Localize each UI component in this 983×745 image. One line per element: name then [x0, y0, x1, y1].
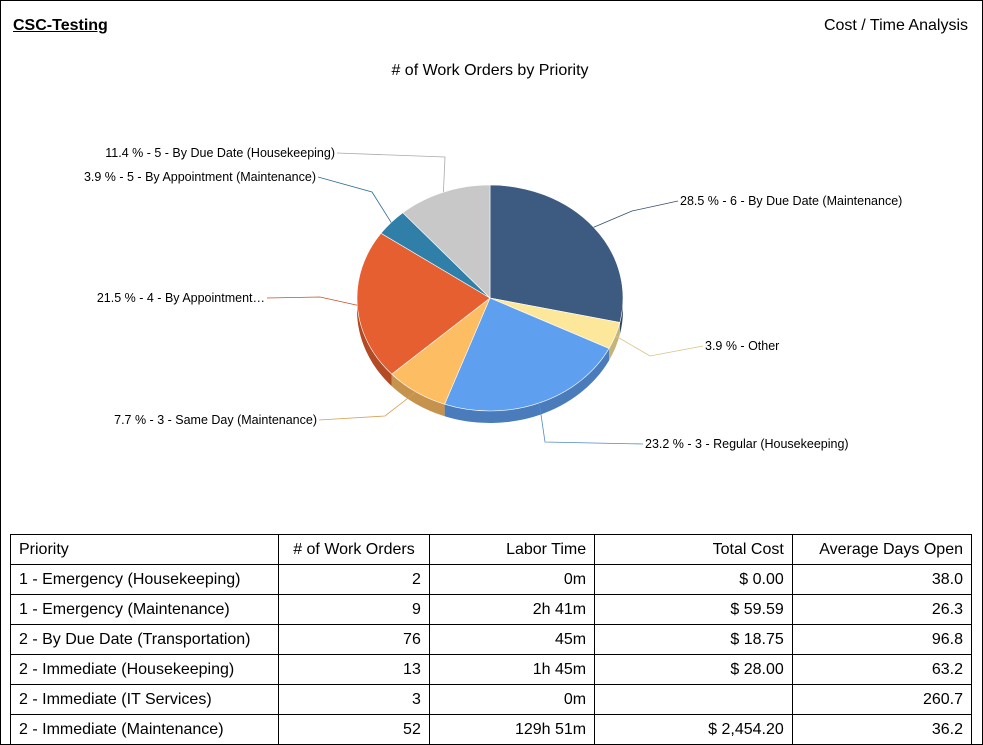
pie-leader-line	[593, 200, 679, 228]
pie-slice-side	[357, 298, 392, 387]
pie-slice-label: 7.7 % - 3 - Same Day (Maintenance)	[114, 413, 317, 427]
header-labor-time: Labor Time	[428, 534, 596, 565]
header-total-cost: Total Cost	[594, 534, 793, 565]
table-row: 1 - Emergency (Housekeeping) 2 0m $ 0.00…	[9, 564, 973, 595]
cell-total-cost: $ 2,454.20	[594, 714, 793, 745]
pie-slices	[356, 184, 624, 412]
priority-table: Priority # of Work Orders Labor Time Tot…	[9, 534, 973, 745]
pie-slice-label: 23.2 % - 3 - Regular (Housekeeping)	[645, 437, 849, 451]
cell-work-orders: 52	[278, 714, 430, 745]
cell-total-cost: $ 59.59	[594, 594, 793, 625]
cell-priority: 2 - Immediate (IT Services)	[9, 684, 280, 715]
cell-work-orders: 13	[278, 654, 430, 685]
pie-leader-line	[318, 391, 417, 421]
header-priority: Priority	[9, 534, 280, 565]
pie-slice-label: 3.9 % - Other	[705, 339, 779, 353]
pie-labels: 28.5 % - 6 - By Due Date (Maintenance) 3.…	[84, 146, 902, 451]
table-row: 2 - Immediate (IT Services) 3 0m 260.7	[9, 684, 973, 715]
cell-work-orders: 2	[278, 564, 430, 595]
pie-leader-line	[336, 152, 446, 193]
cell-labor-time: 2h 41m	[428, 594, 596, 625]
cell-total-cost: $ 28.00	[594, 654, 793, 685]
pie-slice-label: 28.5 % - 6 - By Due Date (Maintenance)	[680, 194, 902, 208]
cell-average-days-open: 38.0	[791, 564, 973, 595]
cell-average-days-open: 63.2	[791, 654, 973, 685]
cell-labor-time: 129h 51m	[428, 714, 596, 745]
report-title: Cost / Time Analysis	[823, 17, 968, 34]
table-row: 2 - Immediate (Maintenance) 52 129h 51m …	[9, 714, 973, 745]
pie-leader-line	[538, 402, 644, 445]
cell-work-orders: 3	[278, 684, 430, 715]
chart-title: # of Work Orders by Priority	[391, 62, 588, 79]
cell-labor-time: 45m	[428, 624, 596, 655]
pie-slice-side	[391, 374, 445, 417]
table-row: 2 - By Due Date (Transportation) 76 45m …	[9, 624, 973, 655]
header-average-days-open: Average Days Open	[791, 534, 973, 565]
cell-total-cost: $ 0.00	[594, 564, 793, 595]
cell-priority: 2 - Immediate (Housekeeping)	[9, 654, 280, 685]
cell-labor-time: 1h 45m	[428, 654, 596, 685]
pie-slice-label: 11.4 % - 5 - By Due Date (Housekeeping)	[105, 146, 335, 160]
cell-total-cost: $ 18.75	[594, 624, 793, 655]
table-row: 2 - Immediate (Housekeeping) 13 1h 45m $…	[9, 654, 973, 685]
cell-average-days-open: 26.3	[791, 594, 973, 625]
org-title: CSC-Testing	[13, 17, 108, 34]
cell-priority: 1 - Emergency (Maintenance)	[9, 594, 280, 625]
pie-leader-line	[615, 335, 704, 357]
cell-work-orders: 76	[278, 624, 430, 655]
header-work-orders: # of Work Orders	[278, 534, 430, 565]
pie-slice-label: 21.5 % - 4 - By Appointment…	[97, 291, 265, 305]
pie-leader-lines	[266, 152, 704, 445]
table-row: 1 - Emergency (Maintenance) 9 2h 41m $ 5…	[9, 594, 973, 625]
pie-slice	[356, 232, 491, 375]
cell-labor-time: 0m	[428, 684, 596, 715]
cell-labor-time: 0m	[428, 564, 596, 595]
cell-priority: 1 - Emergency (Housekeeping)	[9, 564, 280, 595]
pie-slice	[402, 184, 491, 299]
pie-slice	[444, 297, 610, 412]
pie-slice	[489, 184, 624, 323]
cell-priority: 2 - Immediate (Maintenance)	[9, 714, 280, 745]
table-header-row: Priority # of Work Orders Labor Time Tot…	[9, 534, 973, 565]
cell-work-orders: 9	[278, 594, 430, 625]
cell-total-cost	[594, 684, 793, 715]
pie-slice-label: 3.9 % - 5 - By Appointment (Maintenance)	[84, 170, 316, 184]
cell-priority: 2 - By Due Date (Transportation)	[9, 624, 280, 655]
cell-average-days-open: 36.2	[791, 714, 973, 745]
cell-average-days-open: 260.7	[791, 684, 973, 715]
pie-slice-side	[444, 348, 610, 423]
pie-leader-line	[317, 176, 392, 223]
pie-chart: # of Work Orders by Priority 28.5 % - 6 …	[84, 62, 902, 451]
pie-leader-line	[266, 296, 358, 306]
pie-depth	[357, 298, 623, 423]
cell-average-days-open: 96.8	[791, 624, 973, 655]
